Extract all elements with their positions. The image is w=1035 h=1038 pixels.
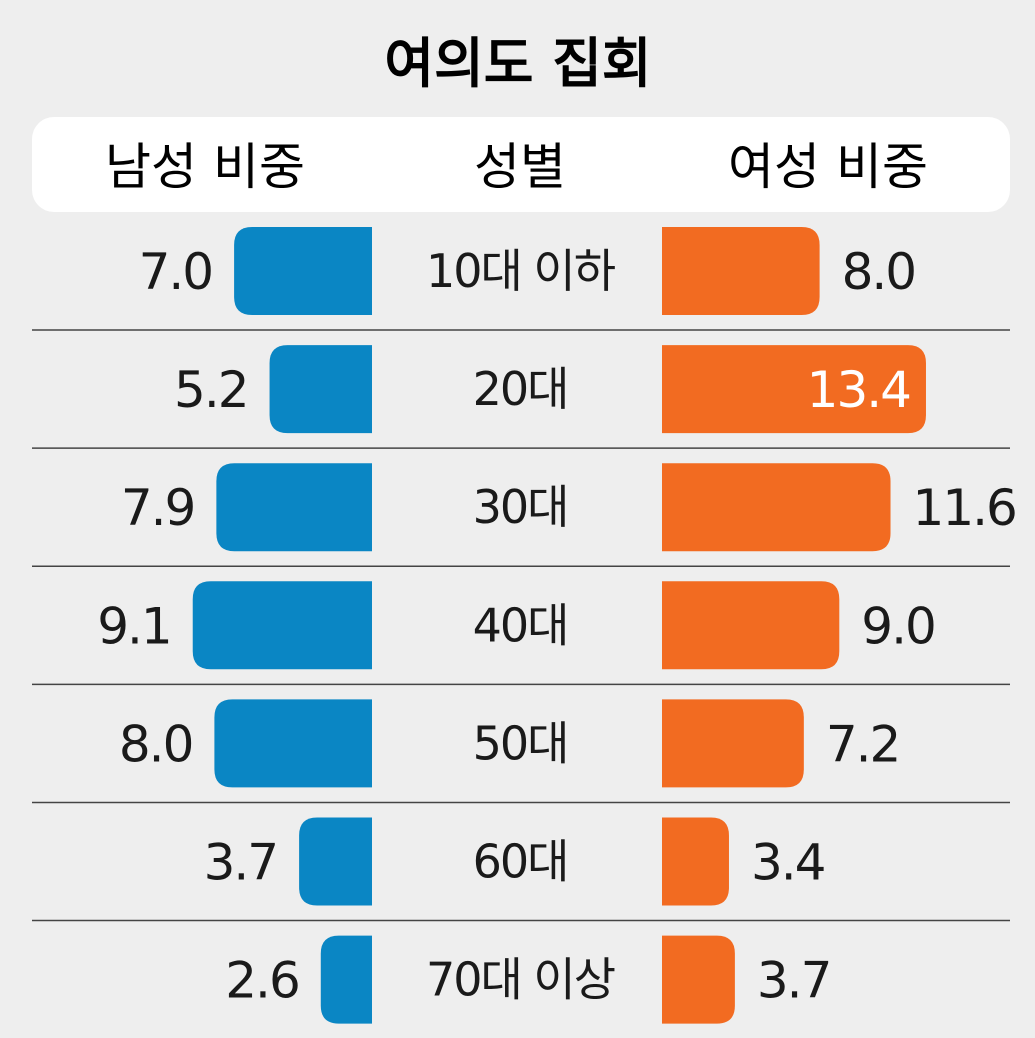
header-female-share: 여성 비중 [728, 138, 928, 196]
male-bar [320, 935, 372, 1024]
chart-title: 여의도 집회 [384, 32, 651, 95]
female-bar [662, 935, 735, 1024]
female-value-label: 3.7 [757, 952, 831, 1010]
female-value-label: 8.0 [842, 243, 916, 301]
male-bar [216, 463, 372, 552]
female-value-label: 7.2 [826, 715, 900, 773]
female-bar [662, 227, 820, 315]
female-value-label: 11.6 [913, 479, 1016, 537]
female-bar [662, 817, 729, 906]
age-category-label: 50대 [473, 716, 568, 770]
female-value-label: 13.4 [807, 361, 910, 419]
age-category-label: 70대 이상 [426, 953, 615, 1007]
female-value-label: 3.4 [751, 834, 825, 892]
female-value-label: 9.0 [861, 597, 935, 655]
header-row [32, 117, 1010, 212]
age-category-label: 20대 [473, 362, 568, 416]
female-bar [662, 463, 891, 552]
age-category-label: 40대 [473, 598, 568, 652]
male-value-label: 7.0 [139, 243, 213, 301]
female-bar [662, 345, 926, 434]
female-bar [662, 581, 840, 670]
age-category-label: 10대 이하 [426, 244, 616, 298]
male-value-label: 9.1 [97, 597, 171, 655]
male-bar [214, 699, 372, 788]
male-value-label: 2.6 [225, 952, 299, 1010]
age-category-label: 60대 [473, 835, 568, 889]
header-male-share: 남성 비중 [105, 138, 305, 196]
male-value-label: 8.0 [119, 715, 193, 773]
chart-rows: 7.0 10대 이하 8.0 5.2 20대 13.4 7.9 30대 11.6 9.1 40대 9.… [32, 227, 1018, 1024]
male-bar [269, 345, 372, 434]
male-bar [234, 227, 372, 315]
header-gender: 성별 [474, 138, 566, 196]
male-value-label: 7.9 [121, 479, 195, 537]
male-value-label: 5.2 [174, 361, 248, 419]
male-bar [192, 581, 372, 670]
age-category-label: 30대 [473, 480, 568, 534]
male-bar [299, 817, 372, 906]
male-value-label: 3.7 [204, 834, 278, 892]
female-bar [662, 699, 804, 788]
